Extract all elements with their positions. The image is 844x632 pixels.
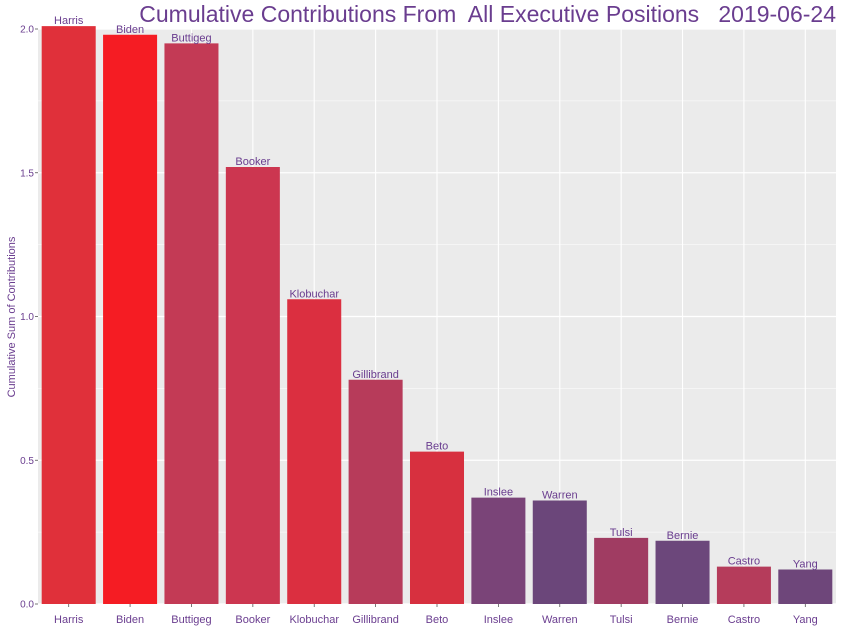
bar-label: Booker	[235, 156, 270, 168]
y-tick-label: 2.0	[20, 25, 34, 36]
bar-inslee	[471, 497, 526, 604]
bar-beto	[409, 451, 465, 604]
y-tick-label: 1.5	[20, 168, 34, 179]
bar-warren	[532, 500, 587, 604]
bar-yang	[778, 569, 833, 604]
x-tick-label: Inslee	[484, 614, 513, 626]
bar-label: Inslee	[484, 487, 513, 499]
bar-label: Biden	[116, 24, 144, 36]
x-tick-label: Yang	[793, 614, 818, 626]
bar-biden	[103, 34, 158, 604]
x-tick-label: Gillibrand	[352, 614, 398, 626]
x-tick-label: Bernie	[667, 614, 699, 626]
bar-booker	[225, 167, 280, 604]
x-tick-label: Castro	[728, 614, 760, 626]
y-tick-label: 0.0	[20, 600, 34, 611]
x-tick-label: Warren	[542, 614, 578, 626]
bar-harris	[41, 26, 96, 604]
x-tick-label: Booker	[235, 614, 270, 626]
bar-gillibrand	[348, 379, 403, 604]
bar-label: Harris	[54, 15, 84, 27]
bar-label: Beto	[426, 441, 449, 453]
bar-castro	[716, 566, 771, 604]
x-tick-label: Klobuchar	[289, 614, 339, 626]
bar-label: Castro	[728, 556, 760, 568]
x-tick-label: Harris	[54, 614, 84, 626]
chart-title: Cumulative Contributions From All Execut…	[139, 1, 836, 27]
x-tick-label: Buttigeg	[171, 614, 211, 626]
bar-label: Buttigeg	[171, 32, 211, 44]
y-tick-label: 0.5	[20, 456, 34, 467]
bar-label: Yang	[793, 559, 818, 571]
bar-label: Tulsi	[610, 527, 633, 539]
x-tick-label: Biden	[116, 614, 144, 626]
x-tick-label: Beto	[426, 614, 449, 626]
bar-label: Klobuchar	[289, 288, 339, 300]
bar-tulsi	[594, 537, 649, 604]
bar-klobuchar	[287, 299, 342, 604]
bar-bernie	[655, 540, 710, 604]
bar-label: Gillibrand	[352, 369, 398, 381]
y-tick-label: 1.0	[20, 312, 34, 323]
bar-buttigeg	[164, 43, 219, 604]
bar-label: Warren	[542, 490, 578, 502]
bar-label: Bernie	[667, 530, 699, 542]
x-tick-label: Tulsi	[610, 614, 633, 626]
